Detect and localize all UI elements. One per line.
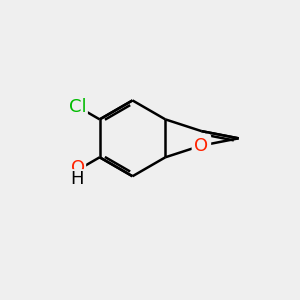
Text: O: O — [194, 136, 208, 154]
Text: H: H — [70, 170, 83, 188]
Text: O: O — [71, 159, 85, 177]
Text: Cl: Cl — [69, 98, 87, 116]
